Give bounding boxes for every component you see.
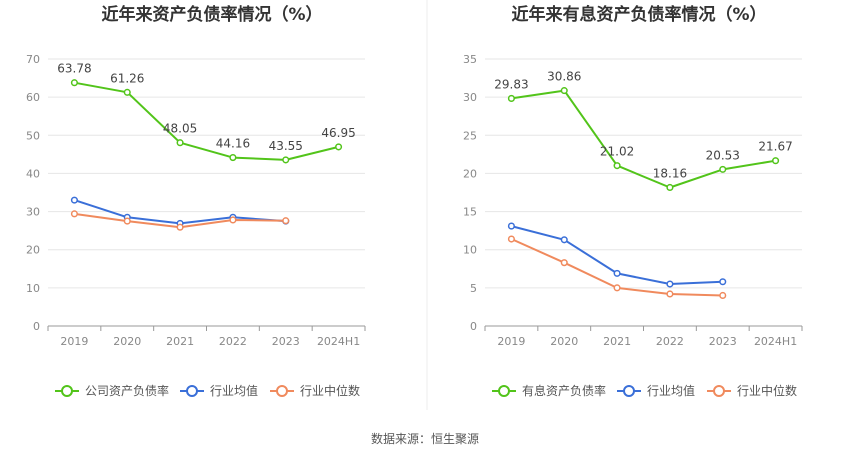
- data-label: 46.95: [321, 126, 355, 140]
- legend-label: 行业均值: [647, 383, 695, 398]
- data-point: [176, 223, 184, 231]
- legend-label: 行业中位数: [300, 383, 360, 398]
- x-tick-label: 2022: [656, 335, 684, 348]
- legend-label: 公司资产负债率: [85, 383, 169, 398]
- legend-marker: [713, 385, 725, 397]
- data-point: [719, 291, 727, 300]
- y-tick-label: 70: [26, 53, 40, 66]
- data-label: 61.26: [110, 71, 144, 85]
- x-tick-label: 2019: [60, 335, 88, 348]
- y-tick-label: 20: [463, 167, 477, 180]
- chart-debt-ratio: 近年来资产负债率情况（%） 0 10 20 30 40 50 60 70 2019 2020 2021…: [26, 4, 366, 398]
- data-point: [70, 79, 78, 87]
- data-label: 29.83: [494, 77, 528, 91]
- data-point: [666, 183, 674, 192]
- series-line: [511, 89, 776, 189]
- x-tick-label: 2021: [603, 335, 631, 348]
- legend-label: 行业均值: [210, 383, 258, 398]
- legend-label: 有息资产负债率: [522, 383, 606, 398]
- x-tick-label: 2020: [550, 335, 578, 348]
- data-point: [507, 235, 515, 243]
- data-point: [507, 222, 515, 230]
- y-tick-label: 5: [470, 282, 477, 295]
- data-point: [666, 280, 674, 288]
- data-point: [70, 210, 78, 218]
- chart-interest-bearing-debt-ratio: 近年来有息资产负债率情况（%） 0 5 10 15 20 25 30 35 2019 2020 202…: [463, 4, 803, 398]
- y-tick-label: 30: [26, 206, 40, 219]
- series-line: [74, 81, 339, 161]
- data-point: [229, 154, 237, 162]
- data-point: [335, 143, 343, 151]
- data-point: [176, 139, 184, 147]
- y-tick-label: 35: [463, 53, 477, 66]
- x-tick-label: 2024H1: [754, 335, 797, 348]
- y-tick-label: 10: [463, 244, 477, 257]
- data-point: [123, 217, 131, 225]
- x-tick-label: 2022: [219, 335, 247, 348]
- data-point: [507, 94, 515, 102]
- data-point: [282, 217, 290, 225]
- data-point: [560, 236, 568, 244]
- data-point: [560, 87, 568, 95]
- legend-label: 行业中位数: [737, 383, 797, 398]
- data-point: [772, 157, 780, 165]
- data-label: 18.16: [653, 166, 687, 180]
- data-point: [70, 196, 78, 204]
- legend-marker: [186, 385, 198, 397]
- y-tick-label: 30: [463, 91, 477, 104]
- y-tick-label: 40: [26, 167, 40, 180]
- data-point: [719, 278, 727, 286]
- data-point: [613, 162, 621, 170]
- data-label: 21.02: [600, 145, 634, 159]
- data-point: [613, 284, 621, 292]
- data-source: 数据来源：恒生聚源: [371, 431, 479, 446]
- y-tick-label: 0: [33, 320, 40, 333]
- y-tick-label: 20: [26, 244, 40, 257]
- data-label: 44.16: [216, 137, 250, 151]
- legend-marker: [498, 385, 510, 397]
- x-tick-label: 2021: [166, 335, 194, 348]
- data-label: 21.67: [758, 140, 792, 154]
- y-tick-label: 15: [463, 206, 477, 219]
- data-point: [666, 290, 674, 298]
- legend-marker: [276, 385, 288, 397]
- data-point: [282, 156, 290, 164]
- data-label: 20.53: [706, 148, 740, 162]
- data-point: [229, 216, 237, 224]
- data-label: 48.05: [163, 122, 197, 136]
- data-label: 63.78: [57, 62, 91, 76]
- legend-marker: [623, 385, 635, 397]
- y-tick-label: 60: [26, 91, 40, 104]
- x-tick-label: 2020: [113, 335, 141, 348]
- data-label: 30.86: [547, 70, 581, 84]
- chart-title: 近年来资产负债率情况（%）: [101, 4, 322, 25]
- y-tick-label: 25: [463, 129, 477, 142]
- x-tick-label: 2024H1: [317, 335, 360, 348]
- x-tick-label: 2023: [709, 335, 737, 348]
- y-tick-label: 0: [470, 320, 477, 333]
- legend-marker: [61, 385, 73, 397]
- data-label: 43.55: [269, 139, 303, 153]
- data-point: [719, 165, 727, 173]
- x-tick-label: 2023: [272, 335, 300, 348]
- y-tick-label: 50: [26, 129, 40, 142]
- chart-title: 近年来有息资产负债率情况（%）: [511, 4, 766, 25]
- x-tick-label: 2019: [497, 335, 525, 348]
- data-point: [123, 88, 131, 96]
- y-tick-label: 10: [26, 282, 40, 295]
- data-point: [560, 259, 568, 267]
- data-point: [613, 269, 621, 277]
